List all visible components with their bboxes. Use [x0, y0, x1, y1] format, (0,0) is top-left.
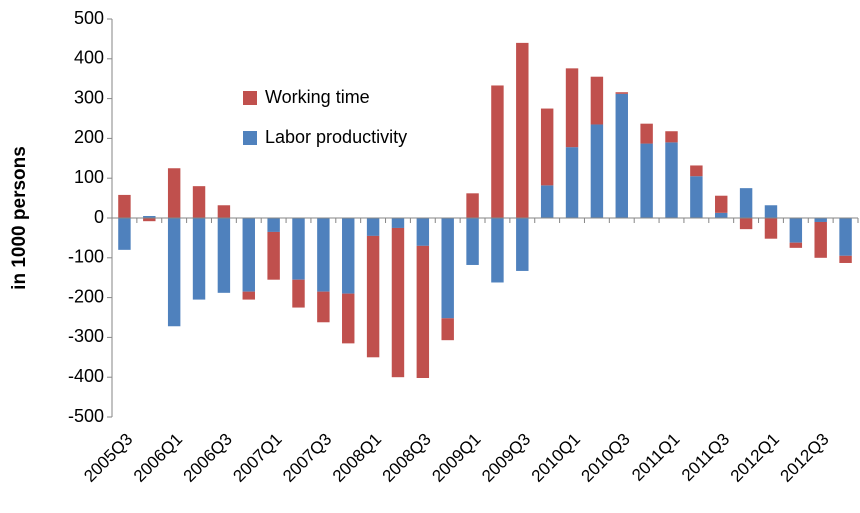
x-tick-label: 2008Q3 — [379, 430, 435, 486]
y-tick-label: -300 — [68, 326, 104, 346]
y-tick-label: 200 — [74, 127, 104, 147]
bar — [540, 108, 554, 186]
x-tick-label: 2010Q1 — [528, 430, 584, 486]
bar — [342, 218, 355, 294]
x-tick-label: 2007Q1 — [229, 430, 285, 486]
bar — [317, 218, 330, 292]
bar — [441, 218, 454, 319]
bar — [789, 242, 803, 248]
y-tick-label: -200 — [68, 286, 104, 306]
x-tick-label: 2010Q3 — [578, 430, 634, 486]
bar — [366, 235, 380, 358]
bar — [665, 142, 678, 218]
bar — [391, 218, 405, 228]
bar — [143, 216, 156, 218]
bar — [565, 68, 579, 148]
bar — [715, 195, 728, 213]
bar — [615, 92, 628, 94]
bar — [466, 193, 479, 218]
bar — [491, 85, 504, 218]
bar — [391, 227, 405, 378]
bar — [217, 218, 231, 293]
legend-swatch — [243, 131, 257, 145]
y-tick-label: 100 — [74, 167, 104, 187]
bar — [118, 218, 131, 250]
x-tick-label: 2008Q1 — [329, 430, 385, 486]
bar — [590, 76, 604, 125]
bar — [416, 218, 430, 246]
bar — [441, 318, 454, 341]
bar — [690, 165, 703, 177]
bar — [516, 42, 529, 218]
y-tick-label: 500 — [74, 8, 104, 28]
bar — [118, 194, 131, 218]
bar — [292, 279, 305, 308]
bar — [764, 205, 778, 218]
bar — [192, 186, 206, 218]
bar — [665, 131, 678, 143]
bar — [789, 218, 803, 243]
bar — [540, 185, 554, 218]
bar — [814, 218, 827, 222]
bar — [192, 218, 206, 300]
x-tick-label: 2012Q3 — [776, 430, 832, 486]
bar — [167, 168, 181, 218]
x-tick-label: 2009Q3 — [478, 430, 534, 486]
bar — [565, 147, 579, 218]
x-tick-label: 2011Q1 — [628, 430, 683, 485]
y-tick-label: 0 — [94, 207, 104, 227]
x-tick-label: 2006Q3 — [180, 430, 236, 486]
bar — [167, 218, 181, 327]
bar — [317, 291, 330, 323]
x-tick-label: 2005Q3 — [80, 430, 136, 486]
bar — [267, 218, 280, 232]
y-tick-label: -400 — [68, 366, 104, 386]
bar — [839, 218, 852, 256]
bar — [739, 188, 753, 218]
y-axis-title: in 1000 persons — [9, 146, 30, 290]
bar — [715, 212, 728, 218]
bar — [143, 218, 156, 222]
y-tick-label: -500 — [68, 406, 104, 426]
bar — [242, 218, 255, 292]
bar — [366, 218, 380, 236]
y-tick-label: -100 — [68, 247, 104, 267]
x-tick-label: 2006Q1 — [130, 430, 186, 486]
bar — [739, 218, 753, 230]
y-tick-label: 300 — [74, 87, 104, 107]
bar — [466, 218, 479, 265]
bar — [590, 124, 604, 218]
y-tick-label: 400 — [74, 48, 104, 68]
bar — [217, 205, 231, 218]
bar — [814, 221, 827, 258]
legend-swatch — [243, 91, 257, 105]
bar — [615, 93, 628, 218]
bar — [242, 291, 255, 300]
bar — [342, 293, 355, 344]
bar — [764, 218, 778, 239]
bar — [491, 218, 504, 283]
bar — [267, 231, 280, 280]
bar — [839, 255, 852, 263]
bar — [292, 218, 305, 280]
x-tick-label: 2011Q3 — [678, 430, 733, 485]
bar — [640, 123, 653, 144]
bar — [640, 143, 653, 218]
bar — [516, 218, 529, 271]
bar — [416, 245, 430, 378]
legend-label: Labor productivity — [265, 127, 407, 147]
x-tick-label: 2009Q1 — [428, 430, 484, 486]
x-tick-label: 2007Q3 — [279, 430, 335, 486]
x-tick-label: 2012Q1 — [727, 430, 783, 486]
bar — [690, 176, 703, 218]
legend-label: Working time — [265, 87, 370, 107]
